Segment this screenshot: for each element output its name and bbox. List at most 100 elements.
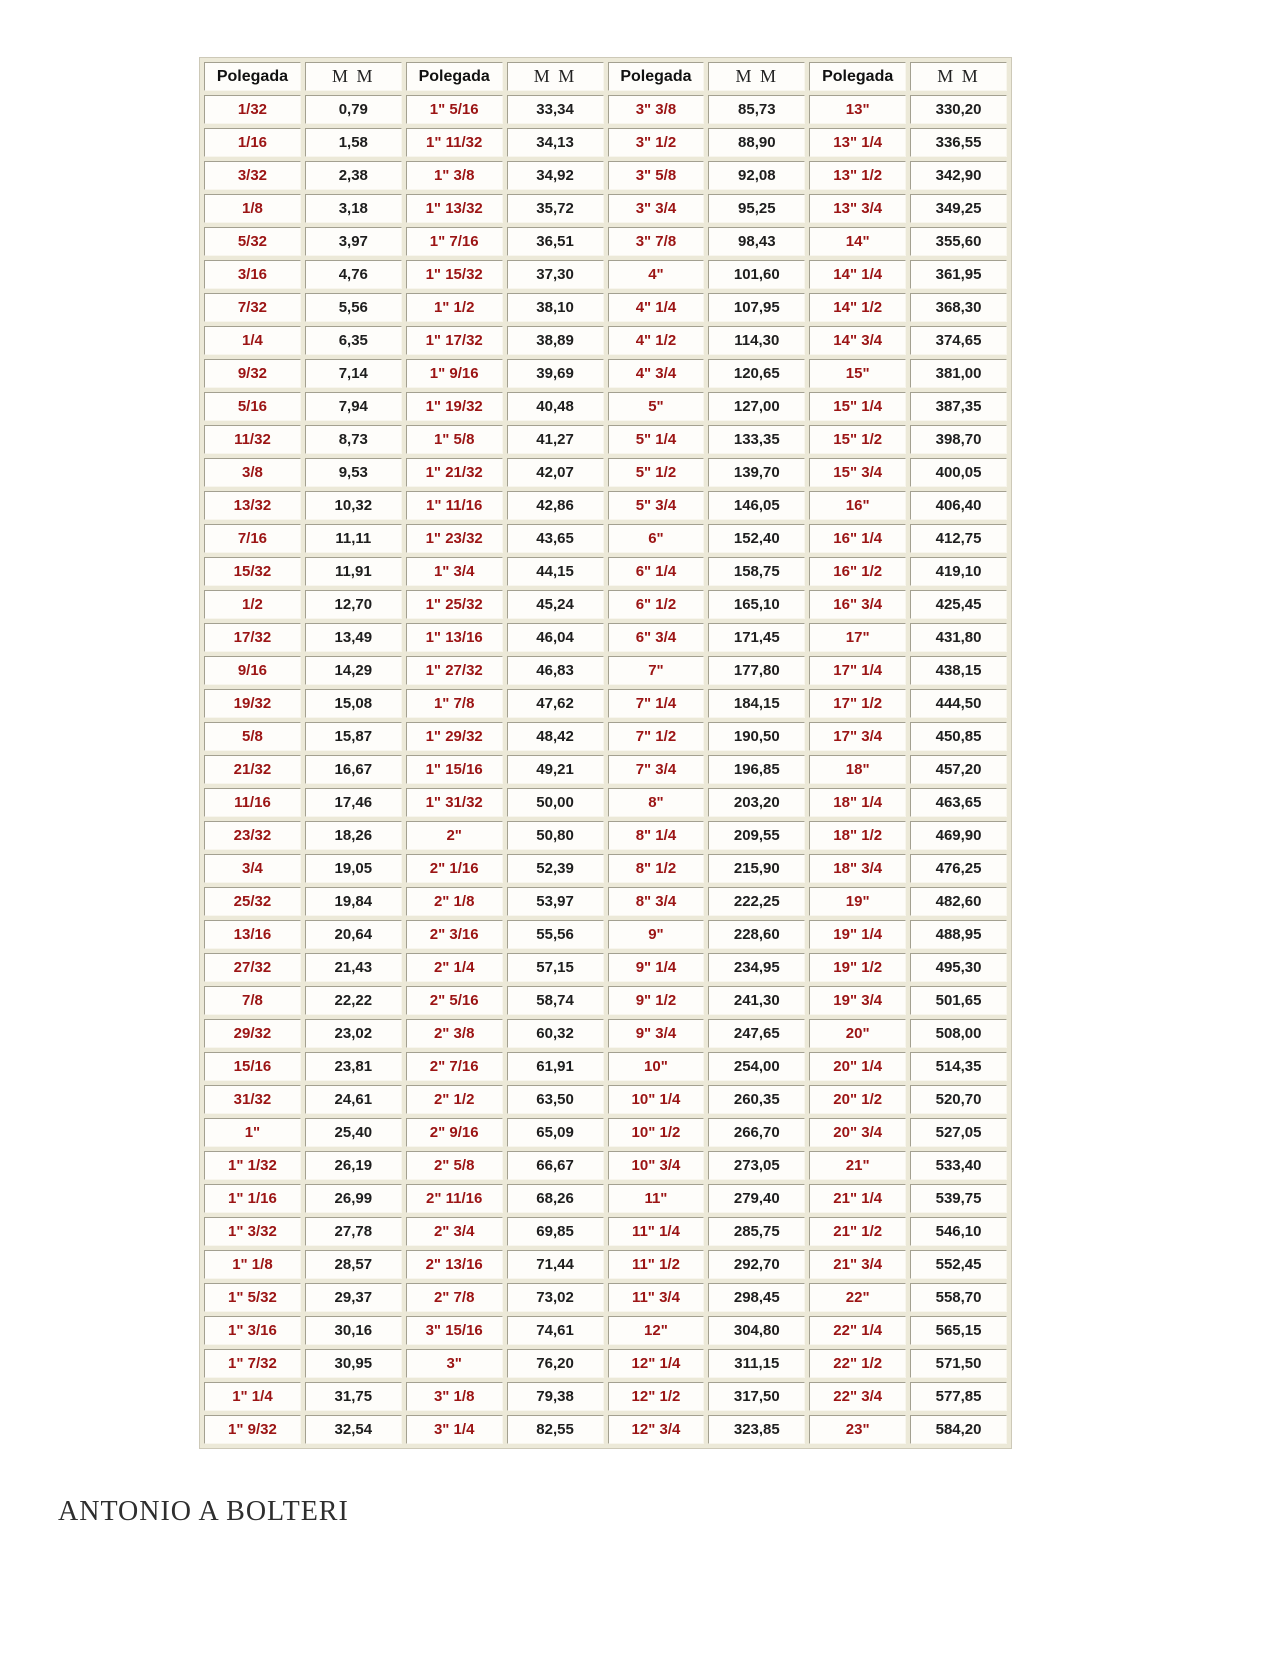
inch-value-cell: 20" 3/4 (809, 1118, 907, 1147)
inch-value-cell: 2" (405, 821, 503, 850)
mm-value-cell: 4,76 (304, 260, 402, 289)
mm-value-cell: 23,02 (304, 1019, 402, 1048)
inch-value-cell: 1" 17/32 (405, 326, 503, 355)
table-row: 11/16 17,46 1" 31/32 50,00 8" 203,20 18" 1/4 46… (204, 788, 1007, 817)
inch-value-cell: 2" 9/16 (405, 1118, 503, 1147)
inch-value-cell: 1" 5/32 (204, 1283, 301, 1312)
mm-value-cell: 3,18 (304, 194, 402, 223)
mm-value-cell: 584,20 (910, 1415, 1007, 1444)
inch-value-cell: 22" 3/4 (809, 1382, 907, 1411)
inch-value-cell: 16" 3/4 (809, 590, 907, 619)
table-row: 1/16 1,58 1" 11/32 34,13 3" 1/2 88,90 13" 1/4 3… (204, 128, 1007, 157)
table-row: 1" 9/32 32,54 3" 1/4 82,55 12" 3/4 323,85 23" 5… (204, 1415, 1007, 1444)
column-header-mm: M M (506, 62, 604, 91)
inch-value-cell: 1" 1/32 (204, 1151, 301, 1180)
inch-value-cell: 18" 3/4 (809, 854, 907, 883)
inch-value-cell: 2" 1/16 (405, 854, 503, 883)
mm-value-cell: 266,70 (708, 1118, 806, 1147)
inch-value-cell: 16" (809, 491, 907, 520)
table-row: 27/32 21,43 2" 1/4 57,15 9" 1/4 234,95 19" 1/2… (204, 953, 1007, 982)
table-row: 31/32 24,61 2" 1/2 63,50 10" 1/4 260,35 20" 1/… (204, 1085, 1007, 1114)
inch-value-cell: 3" 3/4 (607, 194, 705, 223)
inch-value-cell: 2" 5/16 (405, 986, 503, 1015)
mm-value-cell: 34,92 (506, 161, 604, 190)
inch-value-cell: 19" 3/4 (809, 986, 907, 1015)
inch-value-cell: 8" 1/4 (607, 821, 705, 850)
inch-value-cell: 1/8 (204, 194, 301, 223)
mm-value-cell: 79,38 (506, 1382, 604, 1411)
table-row: 1" 3/32 27,78 2" 3/4 69,85 11" 1/4 285,75 21" … (204, 1217, 1007, 1246)
mm-value-cell: 43,65 (506, 524, 604, 553)
inch-value-cell: 1" 9/16 (405, 359, 503, 388)
mm-value-cell: 292,70 (708, 1250, 806, 1279)
mm-value-cell: 355,60 (910, 227, 1007, 256)
inch-value-cell: 5/8 (204, 722, 301, 751)
mm-value-cell: 228,60 (708, 920, 806, 949)
inch-value-cell: 1" 7/16 (405, 227, 503, 256)
mm-value-cell: 88,90 (708, 128, 806, 157)
inch-value-cell: 9" 1/2 (607, 986, 705, 1015)
table-row: 3/8 9,53 1" 21/32 42,07 5" 1/2 139,70 15" 3/4 4… (204, 458, 1007, 487)
inch-value-cell: 5" 3/4 (607, 491, 705, 520)
table-row: 5/32 3,97 1" 7/16 36,51 3" 7/8 98,43 14" 355,60 (204, 227, 1007, 256)
inch-value-cell: 2" 3/16 (405, 920, 503, 949)
mm-value-cell: 52,39 (506, 854, 604, 883)
mm-value-cell: 95,25 (708, 194, 806, 223)
mm-value-cell: 285,75 (708, 1217, 806, 1246)
mm-value-cell: 13,49 (304, 623, 402, 652)
mm-value-cell: 42,07 (506, 458, 604, 487)
inch-value-cell: 1" 11/16 (405, 491, 503, 520)
table-row: 7/16 11,11 1" 23/32 43,65 6" 152,40 16" 1/4 412… (204, 524, 1007, 553)
mm-value-cell: 158,75 (708, 557, 806, 586)
mm-value-cell: 571,50 (910, 1349, 1007, 1378)
mm-value-cell: 47,62 (506, 689, 604, 718)
mm-value-cell: 463,65 (910, 788, 1007, 817)
mm-value-cell: 398,70 (910, 425, 1007, 454)
mm-value-cell: 50,80 (506, 821, 604, 850)
inch-value-cell: 1" 15/16 (405, 755, 503, 784)
table-row: 9/32 7,14 1" 9/16 39,69 4" 3/4 120,65 15" 381,0… (204, 359, 1007, 388)
mm-value-cell: 30,16 (304, 1316, 402, 1345)
inch-value-cell: 7/32 (204, 293, 301, 322)
mm-value-cell: 92,08 (708, 161, 806, 190)
mm-value-cell: 527,05 (910, 1118, 1007, 1147)
mm-value-cell: 24,61 (304, 1085, 402, 1114)
inch-value-cell: 1" 5/8 (405, 425, 503, 454)
inch-value-cell: 18" 1/2 (809, 821, 907, 850)
mm-value-cell: 127,00 (708, 392, 806, 421)
mm-value-cell: 450,85 (910, 722, 1007, 751)
inch-value-cell: 7" 3/4 (607, 755, 705, 784)
mm-value-cell: 330,20 (910, 95, 1007, 124)
table-row: 7/8 22,22 2" 5/16 58,74 9" 1/2 241,30 19" 3/4 5… (204, 986, 1007, 1015)
inch-value-cell: 6" 3/4 (607, 623, 705, 652)
inch-value-cell: 1" 19/32 (405, 392, 503, 421)
inch-value-cell: 21/32 (204, 755, 301, 784)
inch-value-cell: 10" (607, 1052, 705, 1081)
mm-value-cell: 31,75 (304, 1382, 402, 1411)
mm-value-cell: 254,00 (708, 1052, 806, 1081)
mm-value-cell: 196,85 (708, 755, 806, 784)
inch-value-cell: 1" 7/32 (204, 1349, 301, 1378)
inch-value-cell: 12" (607, 1316, 705, 1345)
inch-value-cell: 1" 3/8 (405, 161, 503, 190)
inch-value-cell: 19" 1/2 (809, 953, 907, 982)
mm-value-cell: 34,13 (506, 128, 604, 157)
inch-value-cell: 1" 7/8 (405, 689, 503, 718)
mm-value-cell: 279,40 (708, 1184, 806, 1213)
mm-value-cell: 12,70 (304, 590, 402, 619)
mm-value-cell: 68,26 (506, 1184, 604, 1213)
mm-value-cell: 66,67 (506, 1151, 604, 1180)
inch-value-cell: 2" 1/8 (405, 887, 503, 916)
inch-value-cell: 25/32 (204, 887, 301, 916)
mm-value-cell: 69,85 (506, 1217, 604, 1246)
mm-value-cell: 22,22 (304, 986, 402, 1015)
mm-value-cell: 42,86 (506, 491, 604, 520)
mm-value-cell: 18,26 (304, 821, 402, 850)
mm-value-cell: 577,85 (910, 1382, 1007, 1411)
inch-value-cell: 17/32 (204, 623, 301, 652)
inch-value-cell: 1" 13/32 (405, 194, 503, 223)
table-row: 1" 25,40 2" 9/16 65,09 10" 1/2 266,70 20" 3/4 5… (204, 1118, 1007, 1147)
table-row: 15/32 11,91 1" 3/4 44,15 6" 1/4 158,75 16" 1/2… (204, 557, 1007, 586)
mm-value-cell: 508,00 (910, 1019, 1007, 1048)
inch-value-cell: 27/32 (204, 953, 301, 982)
